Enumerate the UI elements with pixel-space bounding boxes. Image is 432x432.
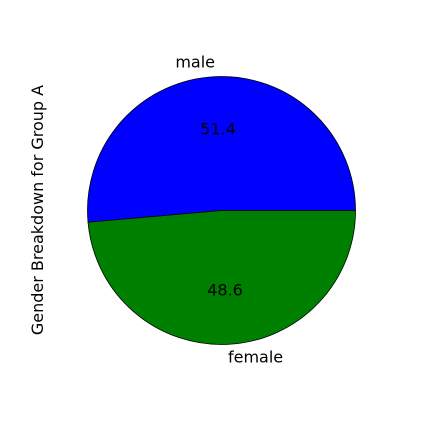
pie-slice-female — [87, 210, 356, 345]
pie-labels: male 51.4 female 48.6 — [175, 53, 283, 367]
slice-value-label-female: 48.6 — [207, 280, 243, 299]
pie-slice-male — [87, 76, 356, 223]
slice-label-female: female — [228, 347, 283, 366]
slice-value-label-male: 51.4 — [200, 120, 236, 139]
y-axis-label: Gender Breakdown for Group A — [28, 85, 47, 335]
pie-slices — [87, 76, 356, 345]
slice-label-male: male — [175, 53, 215, 72]
